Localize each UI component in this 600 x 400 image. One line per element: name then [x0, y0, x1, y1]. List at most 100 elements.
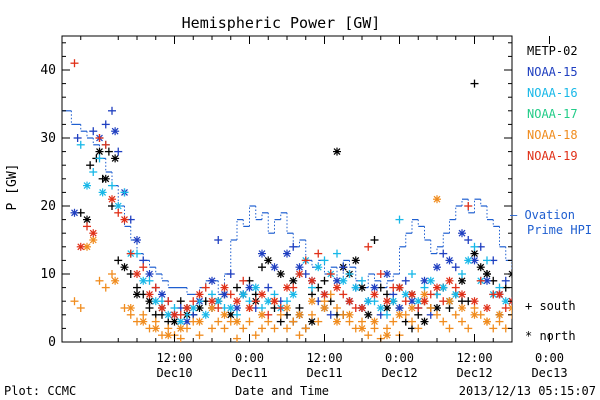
south-marker [451, 263, 460, 272]
north-marker [483, 270, 491, 278]
north-marker [308, 276, 316, 285]
marker-stroke [227, 311, 235, 319]
north-marker [170, 310, 179, 319]
marker-stroke [233, 297, 241, 305]
north-marker [445, 256, 454, 265]
x-tick-date-label: Dec10 [156, 366, 192, 380]
south-marker [339, 263, 348, 272]
south-marker [89, 127, 98, 136]
south-marker [104, 147, 113, 156]
south-marker [108, 181, 116, 190]
south-marker [264, 317, 273, 326]
north-marker [270, 297, 279, 306]
north-marker [395, 283, 404, 292]
marker-stroke [471, 311, 478, 319]
south-marker [464, 236, 473, 244]
south-marker [114, 147, 123, 156]
south-marker [195, 331, 204, 340]
south-marker [76, 140, 85, 149]
south-marker [470, 304, 479, 312]
south-marker [233, 334, 241, 342]
north-marker [133, 236, 141, 244]
south-marker [501, 276, 510, 285]
south-marker [145, 304, 154, 312]
marker-stroke [371, 284, 378, 292]
marker-stroke [146, 297, 153, 305]
legend-entry: NOAA-16 [527, 86, 578, 100]
south-marker [120, 188, 129, 197]
south-marker [276, 317, 285, 326]
marker-stroke [483, 277, 491, 285]
north-marker [233, 304, 241, 312]
south-marker [401, 297, 410, 306]
marker-stroke [164, 331, 172, 339]
south-marker [245, 317, 254, 326]
north-marker [458, 304, 466, 312]
marker-stroke [133, 236, 141, 244]
south-marker [514, 297, 522, 305]
north-marker [521, 318, 529, 326]
north-marker [383, 297, 391, 306]
marker-stroke [333, 284, 341, 292]
marker-stroke [346, 311, 353, 319]
marker-stroke [208, 304, 216, 312]
marker-stroke [396, 311, 403, 319]
marker-stroke [89, 229, 97, 237]
y-tick-label: 10 [40, 267, 56, 282]
marker-stroke [177, 324, 185, 332]
south-marker [333, 304, 341, 312]
marker-stroke [283, 304, 291, 312]
marker-stroke [483, 304, 491, 312]
y-axis-label: P [GW] [5, 164, 20, 211]
south-marker [514, 284, 522, 292]
marker-stroke [289, 277, 297, 285]
north-marker [514, 304, 522, 312]
north-marker [111, 276, 120, 285]
marker-stroke [308, 277, 316, 285]
marker-stroke [559, 319, 565, 325]
marker-stroke [522, 271, 528, 277]
south-marker [73, 134, 82, 142]
north-marker [558, 318, 566, 326]
north-marker [295, 263, 304, 272]
north-marker [333, 317, 341, 326]
north-marker [458, 290, 466, 299]
marker-stroke [458, 290, 466, 298]
north-marker [108, 195, 116, 204]
x-tick-time-label: 0:00 [385, 351, 414, 365]
marker-stroke [408, 304, 416, 312]
south-marker [164, 324, 173, 333]
footer-plot-source: Plot: CCMC [4, 384, 76, 398]
marker-stroke [339, 277, 347, 285]
north-marker [521, 270, 529, 278]
south-marker [95, 134, 104, 142]
marker-stroke [534, 291, 540, 297]
north-marker [89, 229, 98, 238]
north-marker [339, 276, 348, 285]
north-marker [208, 297, 216, 306]
south-marker [301, 256, 310, 265]
north-marker [176, 317, 185, 326]
south-marker [114, 256, 123, 265]
north-marker [151, 324, 160, 333]
north-marker [289, 290, 298, 299]
south-marker [326, 310, 335, 319]
marker-stroke [421, 297, 428, 305]
marker-stroke [83, 182, 91, 190]
south-marker [451, 283, 460, 292]
south-marker [464, 202, 473, 210]
north-marker [226, 304, 235, 312]
south-marker [251, 331, 260, 340]
marker-stroke [421, 277, 428, 285]
marker-stroke [371, 290, 378, 298]
x-tick-time-label: 12:00 [456, 351, 492, 365]
south-marker [295, 331, 304, 340]
marker-stroke [264, 256, 272, 264]
south-marker [133, 283, 141, 292]
marker-stroke [121, 263, 128, 271]
south-marker [270, 324, 279, 333]
north-marker [420, 297, 429, 306]
north-marker [308, 297, 316, 306]
north-marker [370, 283, 379, 292]
